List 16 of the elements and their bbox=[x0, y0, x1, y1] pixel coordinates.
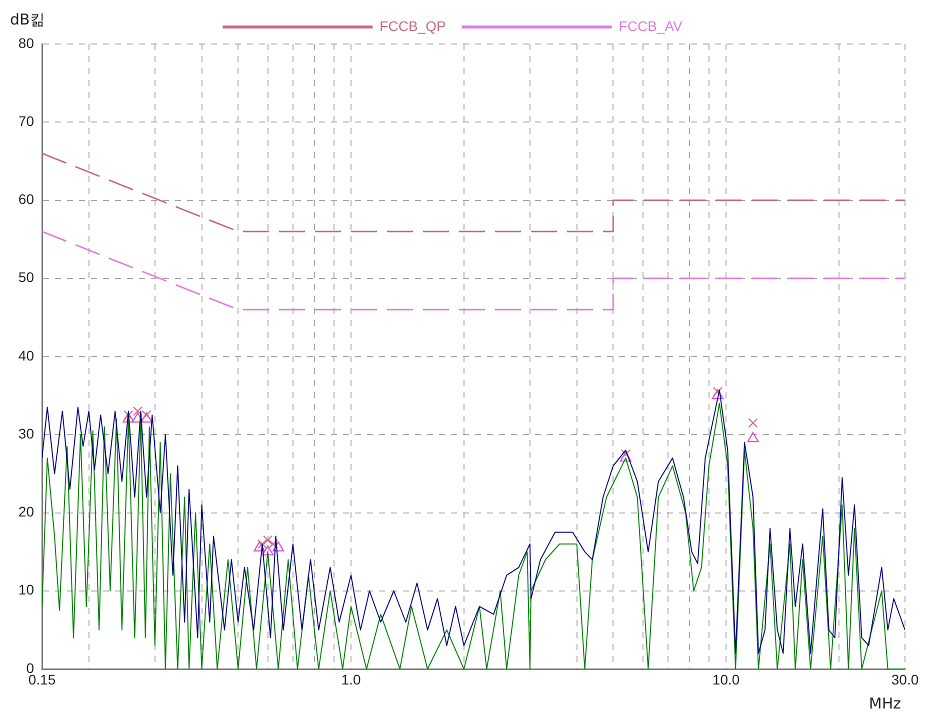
y-tick-label: 30 bbox=[18, 425, 34, 442]
y-axis-title: dB킮 bbox=[10, 10, 45, 28]
text: FCCB_QP bbox=[380, 18, 446, 34]
x-tick-label: 10.0 bbox=[712, 671, 740, 688]
x-tick-label: 30.0 bbox=[891, 671, 919, 688]
y-tick-label: 60 bbox=[18, 191, 34, 208]
y-tick-label: 20 bbox=[18, 504, 34, 520]
y-tick-label: 80 bbox=[18, 34, 34, 51]
y-tick-label: 50 bbox=[18, 269, 34, 286]
x-axis-title: MHz bbox=[868, 694, 902, 712]
x-tick-label: 1.0 bbox=[341, 671, 361, 688]
y-tick-label: 0 bbox=[26, 660, 34, 676]
y-tick-label: 10 bbox=[18, 582, 34, 598]
y-tick-label: 70 bbox=[18, 112, 34, 129]
y-tick-label: 40 bbox=[18, 347, 34, 364]
text: FCCB_AV bbox=[618, 18, 683, 34]
